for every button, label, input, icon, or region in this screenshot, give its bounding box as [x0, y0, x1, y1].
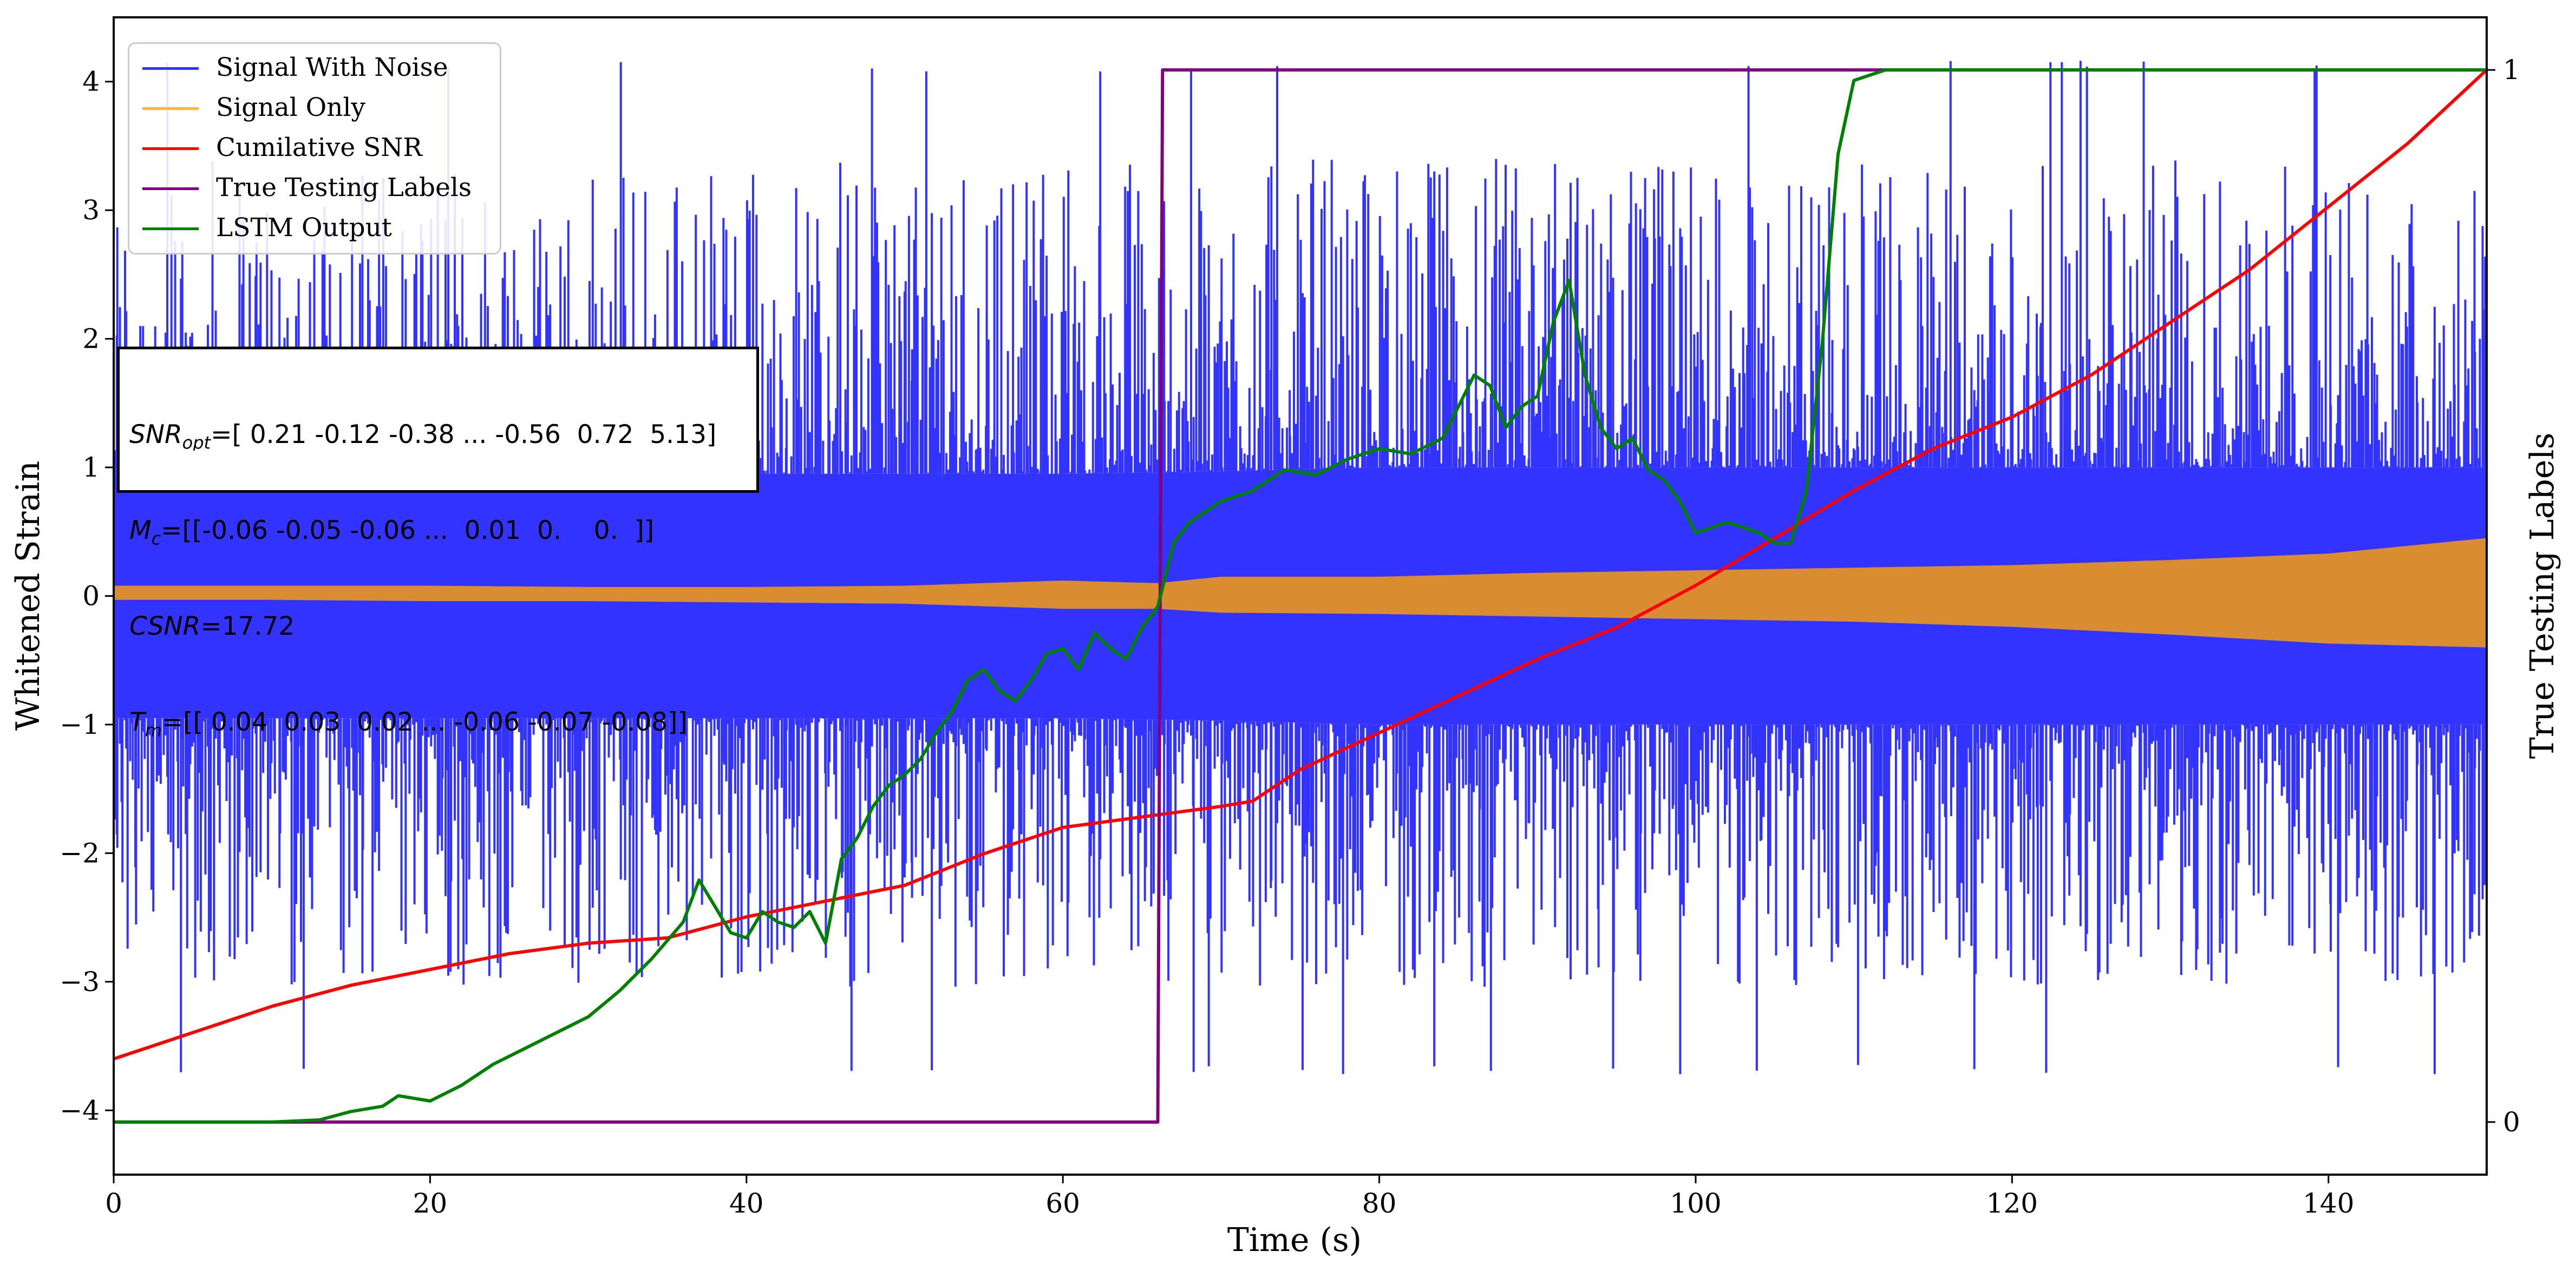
x-tick-label: 0 — [105, 1188, 122, 1219]
y-tick-label: 0 — [82, 581, 100, 612]
legend-label: Cumilative SNR — [216, 133, 422, 162]
y-tick-label: 2 — [82, 323, 100, 355]
annotation-tm-value: =[[ 0.04 0.03 0.02 ... -0.06 -0.07 -0.08… — [161, 707, 688, 737]
legend-item-lstm-output: LSTM Output — [129, 209, 498, 249]
annotation-tm: Tm=[[ 0.04 0.03 0.02 ... -0.06 -0.07 -0.… — [129, 707, 688, 738]
legend-item-true-labels: True Testing Labels — [129, 168, 498, 209]
legend-item-cumulative-snr: Cumilative SNR — [129, 128, 498, 168]
x-tick-label: 60 — [1045, 1188, 1080, 1219]
y-tick-label: −2 — [60, 837, 100, 869]
x-tick-label: 20 — [413, 1188, 448, 1219]
legend-label: Signal With Noise — [216, 53, 448, 82]
x-tick-label: 40 — [729, 1188, 764, 1219]
y2-tick-label: 1 — [2503, 54, 2520, 86]
y-axis-label: Whitened Strain — [9, 461, 47, 731]
x-axis-label: Time (s) — [1227, 1221, 1362, 1259]
legend-swatch — [142, 227, 199, 230]
y-tick-label: −4 — [60, 1094, 100, 1126]
legend-swatch — [142, 107, 199, 110]
y-tick-label: −1 — [60, 709, 100, 740]
y-tick-label: 3 — [82, 194, 100, 226]
y-tick-label: 1 — [82, 452, 100, 483]
x-tick-label: 140 — [2303, 1188, 2354, 1219]
legend-swatch — [142, 187, 199, 190]
y2-tick-label: 0 — [2503, 1106, 2520, 1138]
legend-item-signal-with-noise: Signal With Noise — [129, 48, 498, 88]
series-lstm-output — [114, 68, 2487, 1124]
annotation-box: SNRopt=[ 0.21 -0.12 -0.38 ... -0.56 0.72… — [117, 347, 759, 738]
annotation-snr-opt-value: =[ 0.21 -0.12 -0.38 ... -0.56 0.72 5.13] — [211, 420, 717, 449]
x-tick-label: 100 — [1670, 1188, 1721, 1219]
legend-swatch — [142, 147, 199, 150]
x-tick-label: 120 — [1986, 1188, 2038, 1219]
annotation-csnr-value: =17.72 — [200, 611, 295, 641]
legend-swatch — [142, 67, 199, 70]
annotation-csnr: CSNR=17.72 — [129, 611, 295, 641]
x-tick-label: 80 — [1362, 1188, 1397, 1219]
series-cumulative-snr — [114, 68, 2487, 1061]
y-tick-label: 4 — [82, 66, 100, 97]
legend-label: True Testing Labels — [216, 173, 472, 203]
series-group — [114, 61, 2487, 1124]
annotation-mc: Mc=[[-0.06 -0.05 -0.06 ... 0.01 0. 0. ]] — [129, 516, 655, 546]
annotation-mc-value: =[[-0.06 -0.05 -0.06 ... 0.01 0. 0. ]] — [161, 516, 655, 545]
y2-axis-label: True Testing Labels — [2523, 433, 2561, 759]
annotation-snr-opt: SNRopt=[ 0.21 -0.12 -0.38 ... -0.56 0.72… — [129, 420, 717, 451]
legend-label: Signal Only — [216, 93, 365, 122]
tick-layer: 0 20 40 60 80 100 120 140 4 3 2 1 0 −1 −2 −3 −4 1 0 — [60, 54, 2520, 1219]
legend-label: LSTM Output — [216, 213, 392, 243]
y-tick-label: −3 — [60, 966, 100, 998]
legend-item-signal-only: Signal Only — [129, 88, 498, 128]
legend: Signal With Noise Signal Only Cumilative… — [128, 42, 501, 255]
plot-area — [114, 61, 2487, 1124]
series-signal-only — [114, 538, 2487, 648]
